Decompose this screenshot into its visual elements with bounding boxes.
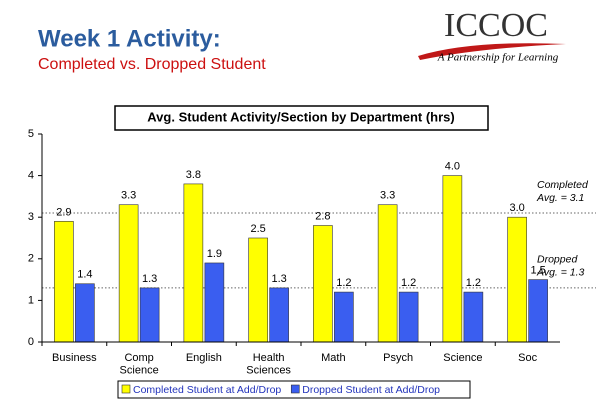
value-label: 2.5: [250, 223, 265, 235]
value-label: 1.9: [207, 248, 222, 260]
y-tick-label: 2: [28, 253, 34, 265]
x-tick-label: Soc: [518, 352, 537, 364]
bar: [75, 283, 95, 343]
bar: [398, 291, 419, 343]
y-tick-label: 3: [28, 211, 34, 223]
value-label: 1.2: [466, 277, 481, 289]
value-label: 1.3: [271, 273, 286, 285]
bar: [334, 291, 354, 343]
bar: [248, 237, 268, 343]
value-label: 1.5: [530, 265, 545, 277]
value-label: 1.3: [142, 273, 157, 285]
y-tick-label: 5: [28, 128, 34, 140]
value-label: 1.2: [336, 277, 351, 289]
legend-swatch: [290, 384, 300, 394]
x-tick-label: Business: [52, 352, 97, 364]
legend-swatch: [121, 384, 131, 394]
x-tick-label: English: [186, 352, 222, 364]
reference-label: Dropped: [537, 254, 578, 266]
bar: [377, 204, 398, 343]
value-label: 3.3: [380, 190, 395, 202]
reference-label: Avg. = 3.1: [536, 192, 584, 204]
value-label: 1.2: [401, 277, 416, 289]
chart-title: Avg. Student Activity/Section by Departm…: [147, 109, 454, 124]
x-tick-label: Health Sciences: [246, 352, 291, 377]
bar: [54, 221, 74, 343]
value-label: 2.9: [56, 206, 71, 218]
bar: [313, 225, 333, 343]
bar: [442, 175, 463, 343]
y-tick-label: 1: [28, 294, 34, 306]
y-tick-label: 0: [28, 336, 34, 348]
slide-subtitle: Completed vs. Dropped Student: [38, 56, 266, 73]
x-tick-label: Psych: [383, 352, 413, 364]
value-label: 1.4: [77, 269, 92, 281]
slide-title: Week 1 Activity:: [38, 25, 221, 52]
legend-label: Completed Student at Add/Drop: [133, 384, 281, 396]
legend-label: Dropped Student at Add/Drop: [302, 384, 440, 396]
value-label: 4.0: [445, 161, 460, 173]
bar: [139, 287, 160, 343]
x-tick-label: Science: [443, 352, 482, 364]
bar: [269, 287, 289, 343]
reference-label: Completed: [537, 179, 589, 191]
value-label: 3.0: [509, 202, 524, 214]
bar: [463, 291, 484, 343]
y-tick-label: 4: [28, 170, 34, 182]
logo-swoosh: [418, 43, 566, 60]
value-label: 3.3: [121, 190, 136, 202]
value-label: 3.8: [186, 169, 201, 181]
logo-tagline: A Partnership for Learning: [437, 52, 559, 64]
value-label: 2.8: [315, 210, 330, 222]
x-tick-label: Comp Science: [120, 352, 159, 377]
chart-title-box: [114, 105, 489, 131]
x-tick-label: Math: [321, 352, 345, 364]
bar: [507, 216, 527, 343]
bar: [118, 204, 139, 343]
bar: [183, 183, 204, 343]
logo: ICCOC: [444, 7, 548, 44]
bar: [528, 279, 548, 343]
bar: [204, 262, 225, 343]
reference-label: Avg. = 1.3: [536, 267, 585, 279]
